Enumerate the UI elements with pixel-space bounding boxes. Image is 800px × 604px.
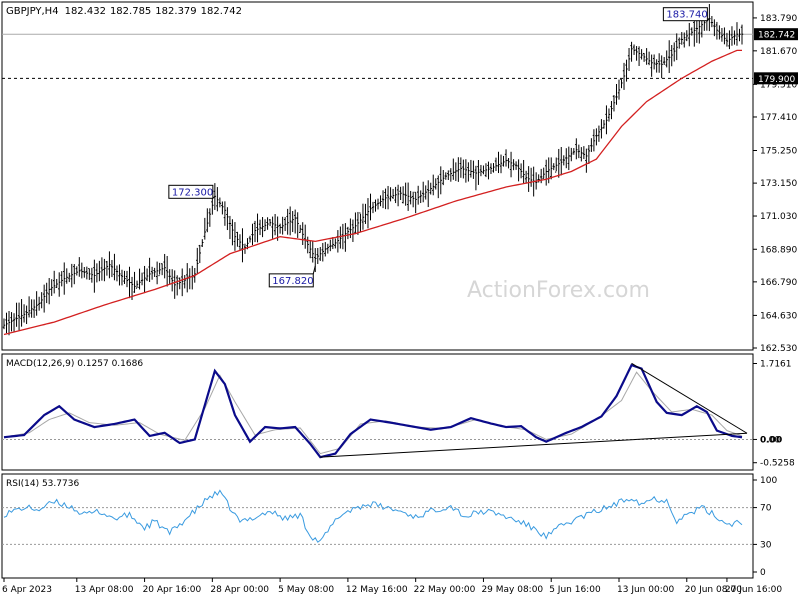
ohlc-close: 182.742 [201, 6, 242, 17]
macd-trendline [320, 432, 748, 458]
time-tick-label: 29 May 08:00 [481, 585, 543, 595]
rsi-tick-label: 70 [760, 504, 772, 514]
rsi-axis: 100 70 30 0 [753, 476, 777, 578]
price-tick-label: 173.150 [760, 179, 797, 189]
price-annotation-pointer [212, 195, 216, 199]
rsi-label: RSI(14) 53.7736 [6, 479, 79, 489]
symbol-label: GBPJPY,H4 182.432 182.785 182.379 182.742 [6, 6, 242, 17]
price-annotation-pointer [312, 265, 316, 274]
price-tags: 182.742 179.900 [754, 28, 798, 85]
time-tick-label: 20 Apr 16:00 [143, 585, 202, 595]
price-panel-frame [1, 1, 754, 351]
moving-average-line [3, 49, 742, 336]
price-tag-box [754, 72, 798, 85]
macd-current-value: 0.00 [760, 435, 782, 445]
price-tick-label: 179.510 [760, 80, 797, 90]
price-annotation-label: 167.820 [272, 276, 313, 287]
time-tick-label: 13 Jun 00:00 [617, 585, 674, 595]
macd-tick-label: -0.5258 [760, 459, 795, 469]
rsi-line [3, 489, 743, 543]
time-tick-label: 22 May 00:00 [414, 585, 476, 595]
macd-tick-label: 0.00 [760, 435, 780, 445]
price-tick-label: 166.790 [760, 278, 797, 288]
price-axis: 183.790 181.670 179.510 177.410 175.250 173.1… [753, 14, 797, 354]
time-tick-label: 5 Jun 16:00 [549, 585, 601, 595]
rsi-tick-label: 0 [760, 568, 766, 578]
ohlc-high: 182.785 [110, 6, 151, 17]
price-tick-label: 171.030 [760, 212, 797, 222]
rsi-tick-label: 30 [760, 540, 772, 550]
macd-tick-label: 1.7161 [760, 360, 792, 370]
price-tick-label: 177.410 [760, 113, 797, 123]
price-annotation-label: 183.740 [666, 10, 707, 21]
macd-line [3, 363, 743, 459]
price-tick-label: 175.250 [760, 147, 797, 157]
ohlc-bars [2, 4, 744, 336]
price-tick-label: 164.630 [760, 311, 797, 321]
macd-signal-line [3, 371, 743, 455]
ohlc-low: 182.379 [155, 6, 196, 17]
price-tick-label: 168.890 [760, 245, 797, 255]
time-tick-label: 6 Apr 2023 [2, 585, 52, 595]
price-annotations: 172.300 167.820 183.740 [168, 7, 710, 288]
time-tick-label: 28 Apr 00:00 [210, 585, 269, 595]
price-tick-label: 183.790 [760, 14, 797, 24]
price-annotation-box [268, 273, 314, 288]
macd-panel-frame [1, 353, 754, 471]
rsi-tick-label: 100 [760, 476, 777, 486]
macd-label: MACD(12,26,9) 0.1257 0.1686 [6, 359, 143, 369]
price-tag-label: 182.742 [758, 31, 795, 41]
price-annotation-box [662, 7, 708, 22]
time-axis: 6 Apr 2023 13 Apr 08:00 20 Apr 16:00 28 Apr… [2, 578, 782, 595]
price-tag-label: 179.900 [758, 75, 795, 85]
symbol-name: GBPJPY,H4 [6, 6, 59, 17]
price-annotation-pointer [707, 18, 710, 22]
rsi-panel-frame [1, 473, 754, 579]
price-tick-label: 181.670 [760, 47, 797, 57]
price-tag-box [754, 28, 798, 41]
time-tick-label: 20 Jun 08:00 [685, 585, 742, 595]
macd-trendline [631, 362, 748, 434]
price-annotation-label: 172.300 [172, 187, 213, 198]
ohlc-open: 182.432 [65, 6, 106, 17]
watermark: ActionForex.com [467, 278, 650, 303]
time-tick-label: 27 Jun 16:00 [725, 585, 782, 595]
macd-trendlines [320, 362, 748, 458]
rsi-level-lines [2, 507, 753, 545]
time-tick-label: 12 May 16:00 [346, 585, 408, 595]
price-tick-label: 162.530 [760, 344, 797, 354]
time-tick-label: 13 Apr 08:00 [75, 585, 134, 595]
price-annotation-box [168, 184, 214, 199]
time-tick-label: 5 May 08:00 [278, 585, 334, 595]
